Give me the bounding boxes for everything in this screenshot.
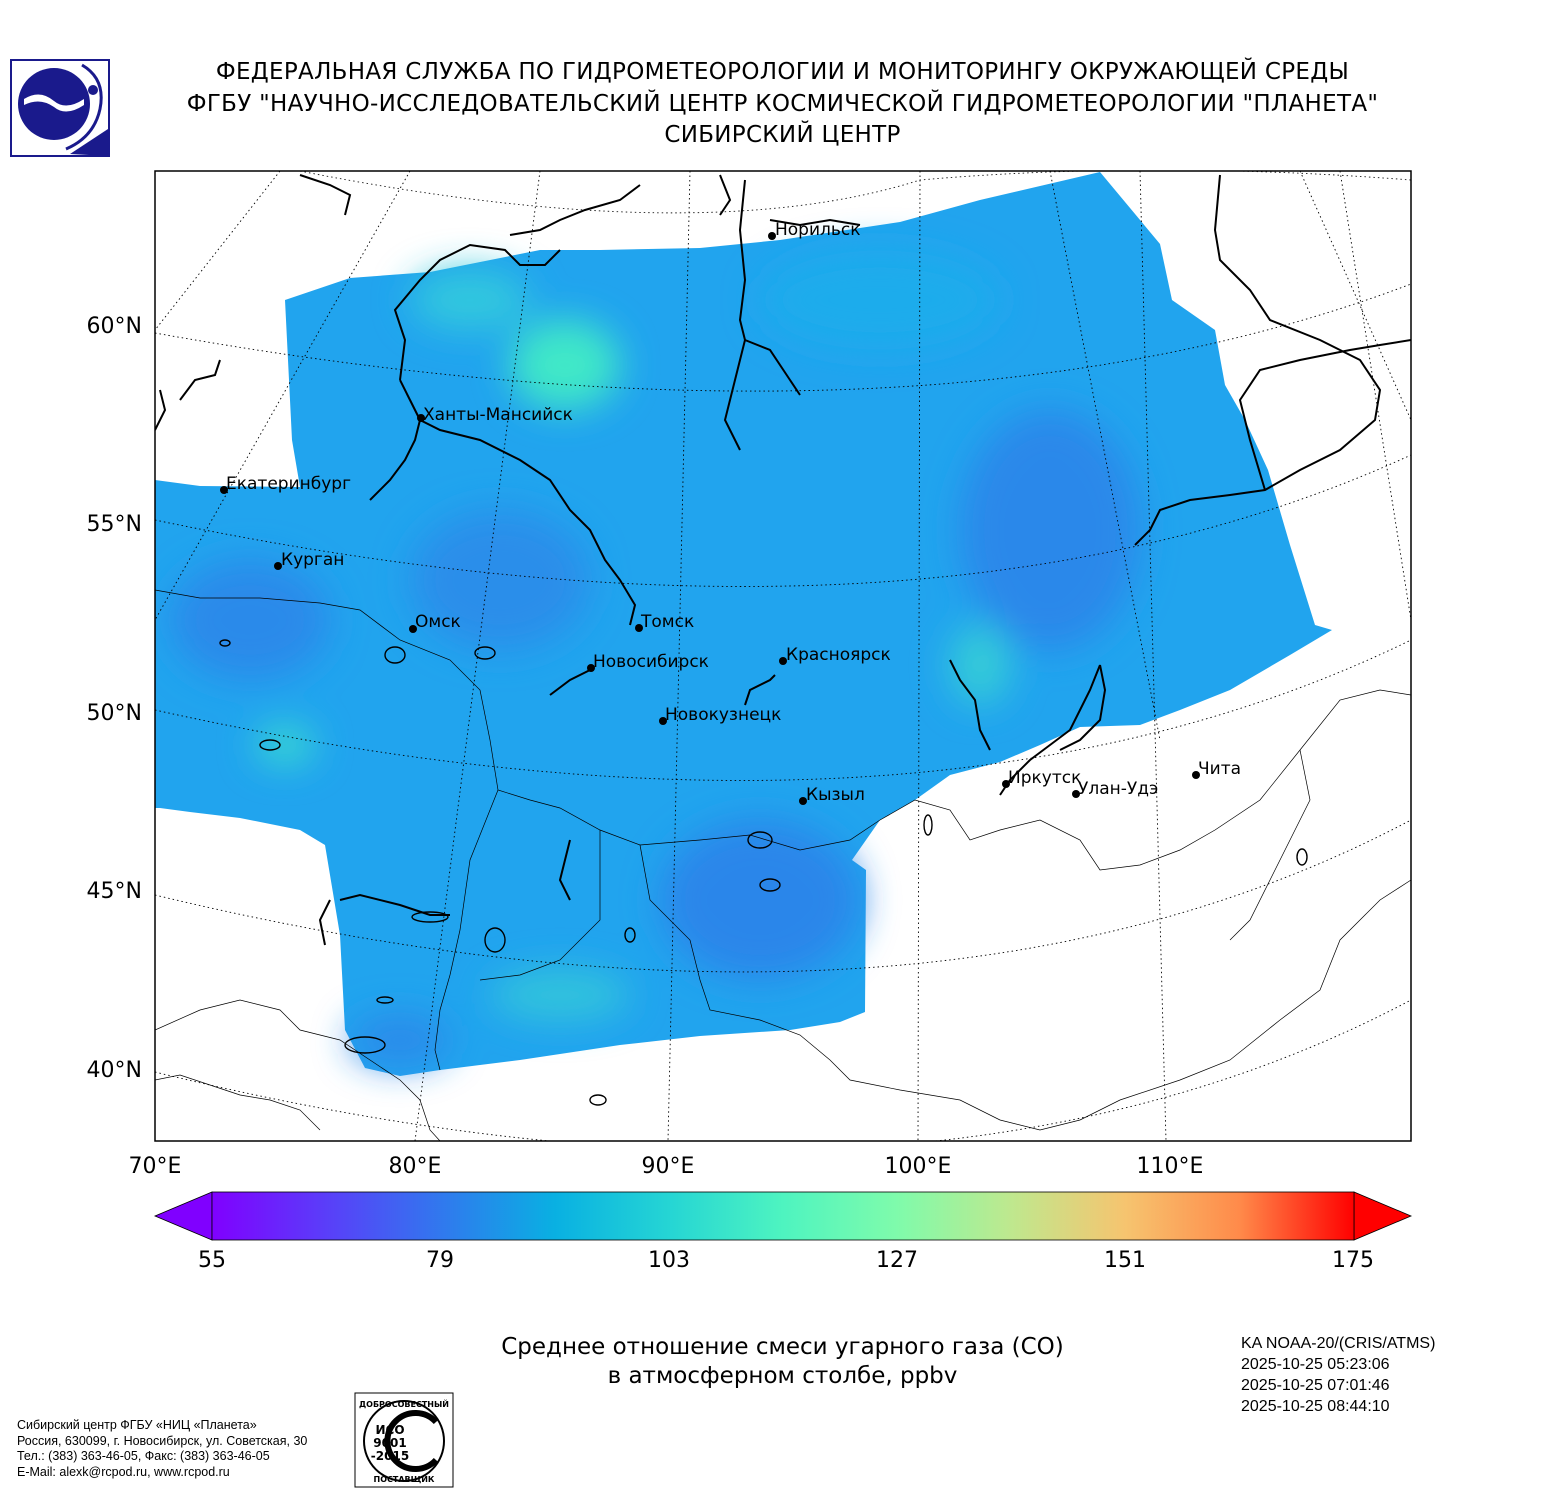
header-line-1: ФЕДЕРАЛЬНАЯ СЛУЖБА ПО ГИДРОМЕТЕОРОЛОГИИ … [215, 59, 1350, 85]
lon-label: 90°E [642, 1154, 695, 1179]
caption-line-1: Среднее отношение смеси угарного газа (C… [501, 1334, 1064, 1360]
satellite-info: KA NOAA-20/(CRIS/ATMS) 2025-10-25 05:23:… [1241, 1333, 1435, 1417]
pass-time: 2025-10-25 08:44:10 [1241, 1398, 1390, 1415]
city-dot [659, 717, 667, 725]
colorbar-low-extend [153, 1191, 213, 1241]
colorbar-tick: 79 [426, 1248, 454, 1273]
city-label-krasnoyarsk: Красноярск [786, 645, 891, 665]
city-dot [587, 664, 595, 672]
city-label-ekaterinburg: Екатеринбург [226, 474, 351, 494]
city-dot [635, 624, 643, 632]
pass-time: 2025-10-25 05:23:06 [1241, 1356, 1390, 1373]
footer-address: Россия, 630099, г. Новосибирск, ул. Сове… [17, 1433, 308, 1448]
lon-label: 100°E [885, 1154, 952, 1179]
rivers-coasts [155, 174, 1411, 946]
graticule [155, 171, 1411, 1141]
lat-label: 60°N [87, 314, 142, 339]
footer-phone: Тел.: (383) 363-46-05, Факс: (383) 363-4… [17, 1449, 270, 1463]
lat-label: 55°N [87, 512, 142, 537]
footer-org: Сибирский центр ФГБУ «НИЦ «Планета» [17, 1418, 257, 1432]
city-label-chita: Чита [1198, 759, 1241, 779]
iso-line-1: ИСО [375, 1423, 404, 1437]
footer-email: E-Mail: alexk@rcpod.ru, www.rcpod.ru [17, 1464, 230, 1479]
lon-label: 110°E [1137, 1154, 1204, 1179]
lat-label: 45°N [87, 879, 142, 904]
city-markers [220, 232, 1200, 805]
colorbar-gradient [211, 1191, 1355, 1241]
city-label-novokuznetsk: Новокузнецк [665, 705, 781, 725]
caption-line-2: в атмосферном столбе, ppbv [607, 1363, 958, 1389]
lakes [219, 639, 1308, 1106]
co-field-anomalies [170, 250, 1140, 1065]
footer-contacts: Сибирский центр ФГБУ «НИЦ «Планета» Росс… [17, 1418, 307, 1480]
pass-time: 2025-10-25 07:01:46 [1241, 1377, 1390, 1394]
city-label-omsk: Омск [415, 612, 461, 632]
city-dot [799, 797, 807, 805]
city-dot [1072, 790, 1080, 798]
iso-top-text: ДОБРОСОВЕСТНЫЙ [359, 1398, 449, 1409]
city-dot [274, 562, 282, 570]
lat-label: 50°N [87, 701, 142, 726]
city-label-ulan-ude: Улан-Удэ [1078, 779, 1158, 799]
city-label-tomsk: Томск [640, 612, 694, 632]
header-line-2: ФГБУ "НАУЧНО-ИССЛЕДОВАТЕЛЬСКИЙ ЦЕНТР КОС… [186, 91, 1379, 117]
satellite-name: KA NOAA-20/(CRIS/ATMS) [1241, 1335, 1436, 1352]
colorbar-high-extend [1353, 1191, 1413, 1241]
colorbar-tick: 103 [648, 1248, 690, 1273]
iso-badge: ДОБРОСОВЕСТНЫЙ ИСО 9001 -2015 ПОСТАВЩИК [354, 1392, 454, 1488]
colorbar-tick: 151 [1104, 1248, 1146, 1273]
lon-label: 70°E [129, 1154, 182, 1179]
city-dot [768, 232, 776, 240]
city-dot [779, 657, 787, 665]
colorbar-tick: 55 [198, 1248, 226, 1273]
city-dot [1002, 780, 1010, 788]
caption: Среднее отношение смеси угарного газа (C… [380, 1333, 1185, 1391]
city-label-norilsk: Норильск [775, 220, 861, 240]
city-dot [1192, 771, 1200, 779]
city-label-kurgan: Курган [281, 550, 344, 570]
city-dot [417, 414, 425, 422]
city-dot [409, 625, 417, 633]
city-dot [220, 486, 228, 494]
iso-line-3: -2015 [371, 1449, 409, 1463]
city-label-irkutsk: Иркутск [1008, 768, 1081, 788]
co-field [155, 172, 1332, 1076]
city-label-kyzyl: Кызыл [806, 785, 865, 805]
map-frame [154, 170, 1412, 1142]
colorbar-tick: 127 [876, 1248, 918, 1273]
lat-label: 40°N [87, 1058, 142, 1083]
city-label-khanty-mansiysk: Ханты-Мансийск [423, 405, 573, 425]
colorbar: 55 79 103 127 151 175 [153, 1191, 1413, 1273]
lon-label: 80°E [389, 1154, 442, 1179]
iso-line-2: 9001 [373, 1436, 406, 1450]
planeta-logo [10, 59, 110, 157]
country-borders [155, 589, 1411, 1141]
header-line-3: СИБИРСКИЙ ЦЕНТР [664, 122, 901, 148]
city-label-novosibirsk: Новосибирск [593, 652, 709, 672]
iso-bottom-text: ПОСТАВЩИК [374, 1475, 435, 1484]
colorbar-tick: 175 [1332, 1248, 1374, 1273]
